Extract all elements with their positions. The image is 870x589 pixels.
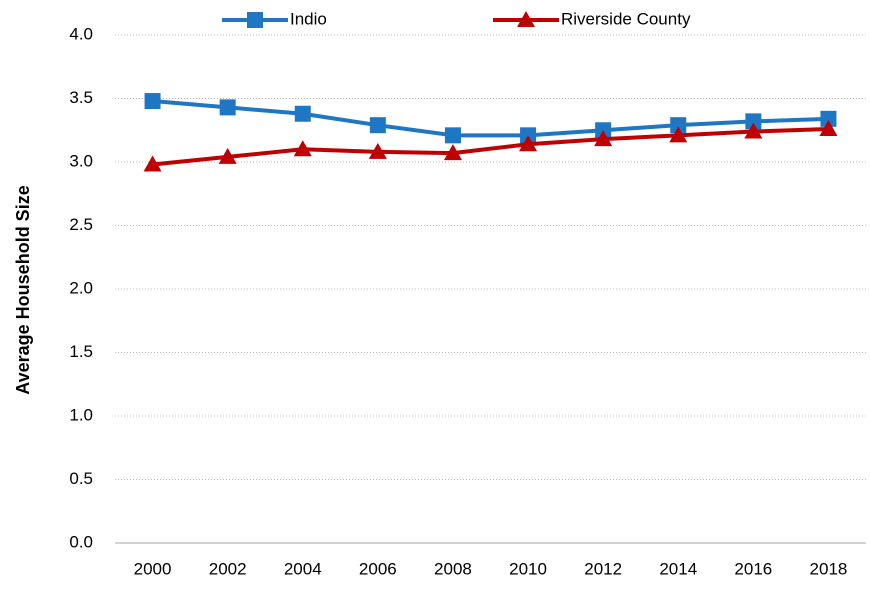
y-tick-label: 1.5 <box>69 342 93 361</box>
y-tick-label: 1.0 <box>69 405 93 424</box>
x-tick-label: 2010 <box>509 559 547 578</box>
x-tick-label: 2012 <box>584 559 622 578</box>
x-tick-label: 2016 <box>734 559 772 578</box>
y-tick-label: 2.0 <box>69 278 93 297</box>
x-tick-label: 2018 <box>810 559 848 578</box>
y-axis-label: Average Household Size <box>13 185 33 394</box>
marker <box>519 135 538 152</box>
y-tick-label: 3.5 <box>69 88 93 107</box>
x-tick-label: 2002 <box>209 559 247 578</box>
marker <box>368 142 387 159</box>
marker <box>294 105 311 122</box>
marker <box>369 117 386 134</box>
marker <box>819 119 838 136</box>
x-tick-label: 2004 <box>284 559 322 578</box>
marker <box>443 144 462 161</box>
x-tick-label: 2008 <box>434 559 472 578</box>
legend-label: Indio <box>290 9 327 28</box>
marker <box>144 93 161 110</box>
y-tick-label: 4.0 <box>69 24 93 43</box>
marker <box>745 113 762 130</box>
series-line <box>152 99 829 138</box>
series-line <box>152 126 829 167</box>
y-tick-label: 2.5 <box>69 215 93 234</box>
x-tick-label: 2000 <box>134 559 172 578</box>
legend-marker <box>517 11 535 27</box>
marker <box>293 140 312 157</box>
x-tick-label: 2014 <box>659 559 697 578</box>
legend-marker <box>247 12 263 28</box>
x-tick-label: 2006 <box>359 559 397 578</box>
marker <box>744 122 763 139</box>
y-tick-label: 0.5 <box>69 469 93 488</box>
marker <box>218 147 237 164</box>
y-tick-label: 0.0 <box>69 532 93 551</box>
y-tick-label: 3.0 <box>69 151 93 170</box>
marker <box>143 155 162 172</box>
marker <box>669 126 688 143</box>
legend-label: Riverside County <box>561 9 691 28</box>
marker <box>820 110 837 127</box>
marker <box>219 99 236 116</box>
marker <box>444 127 461 144</box>
marker <box>670 117 687 134</box>
marker <box>594 130 613 147</box>
